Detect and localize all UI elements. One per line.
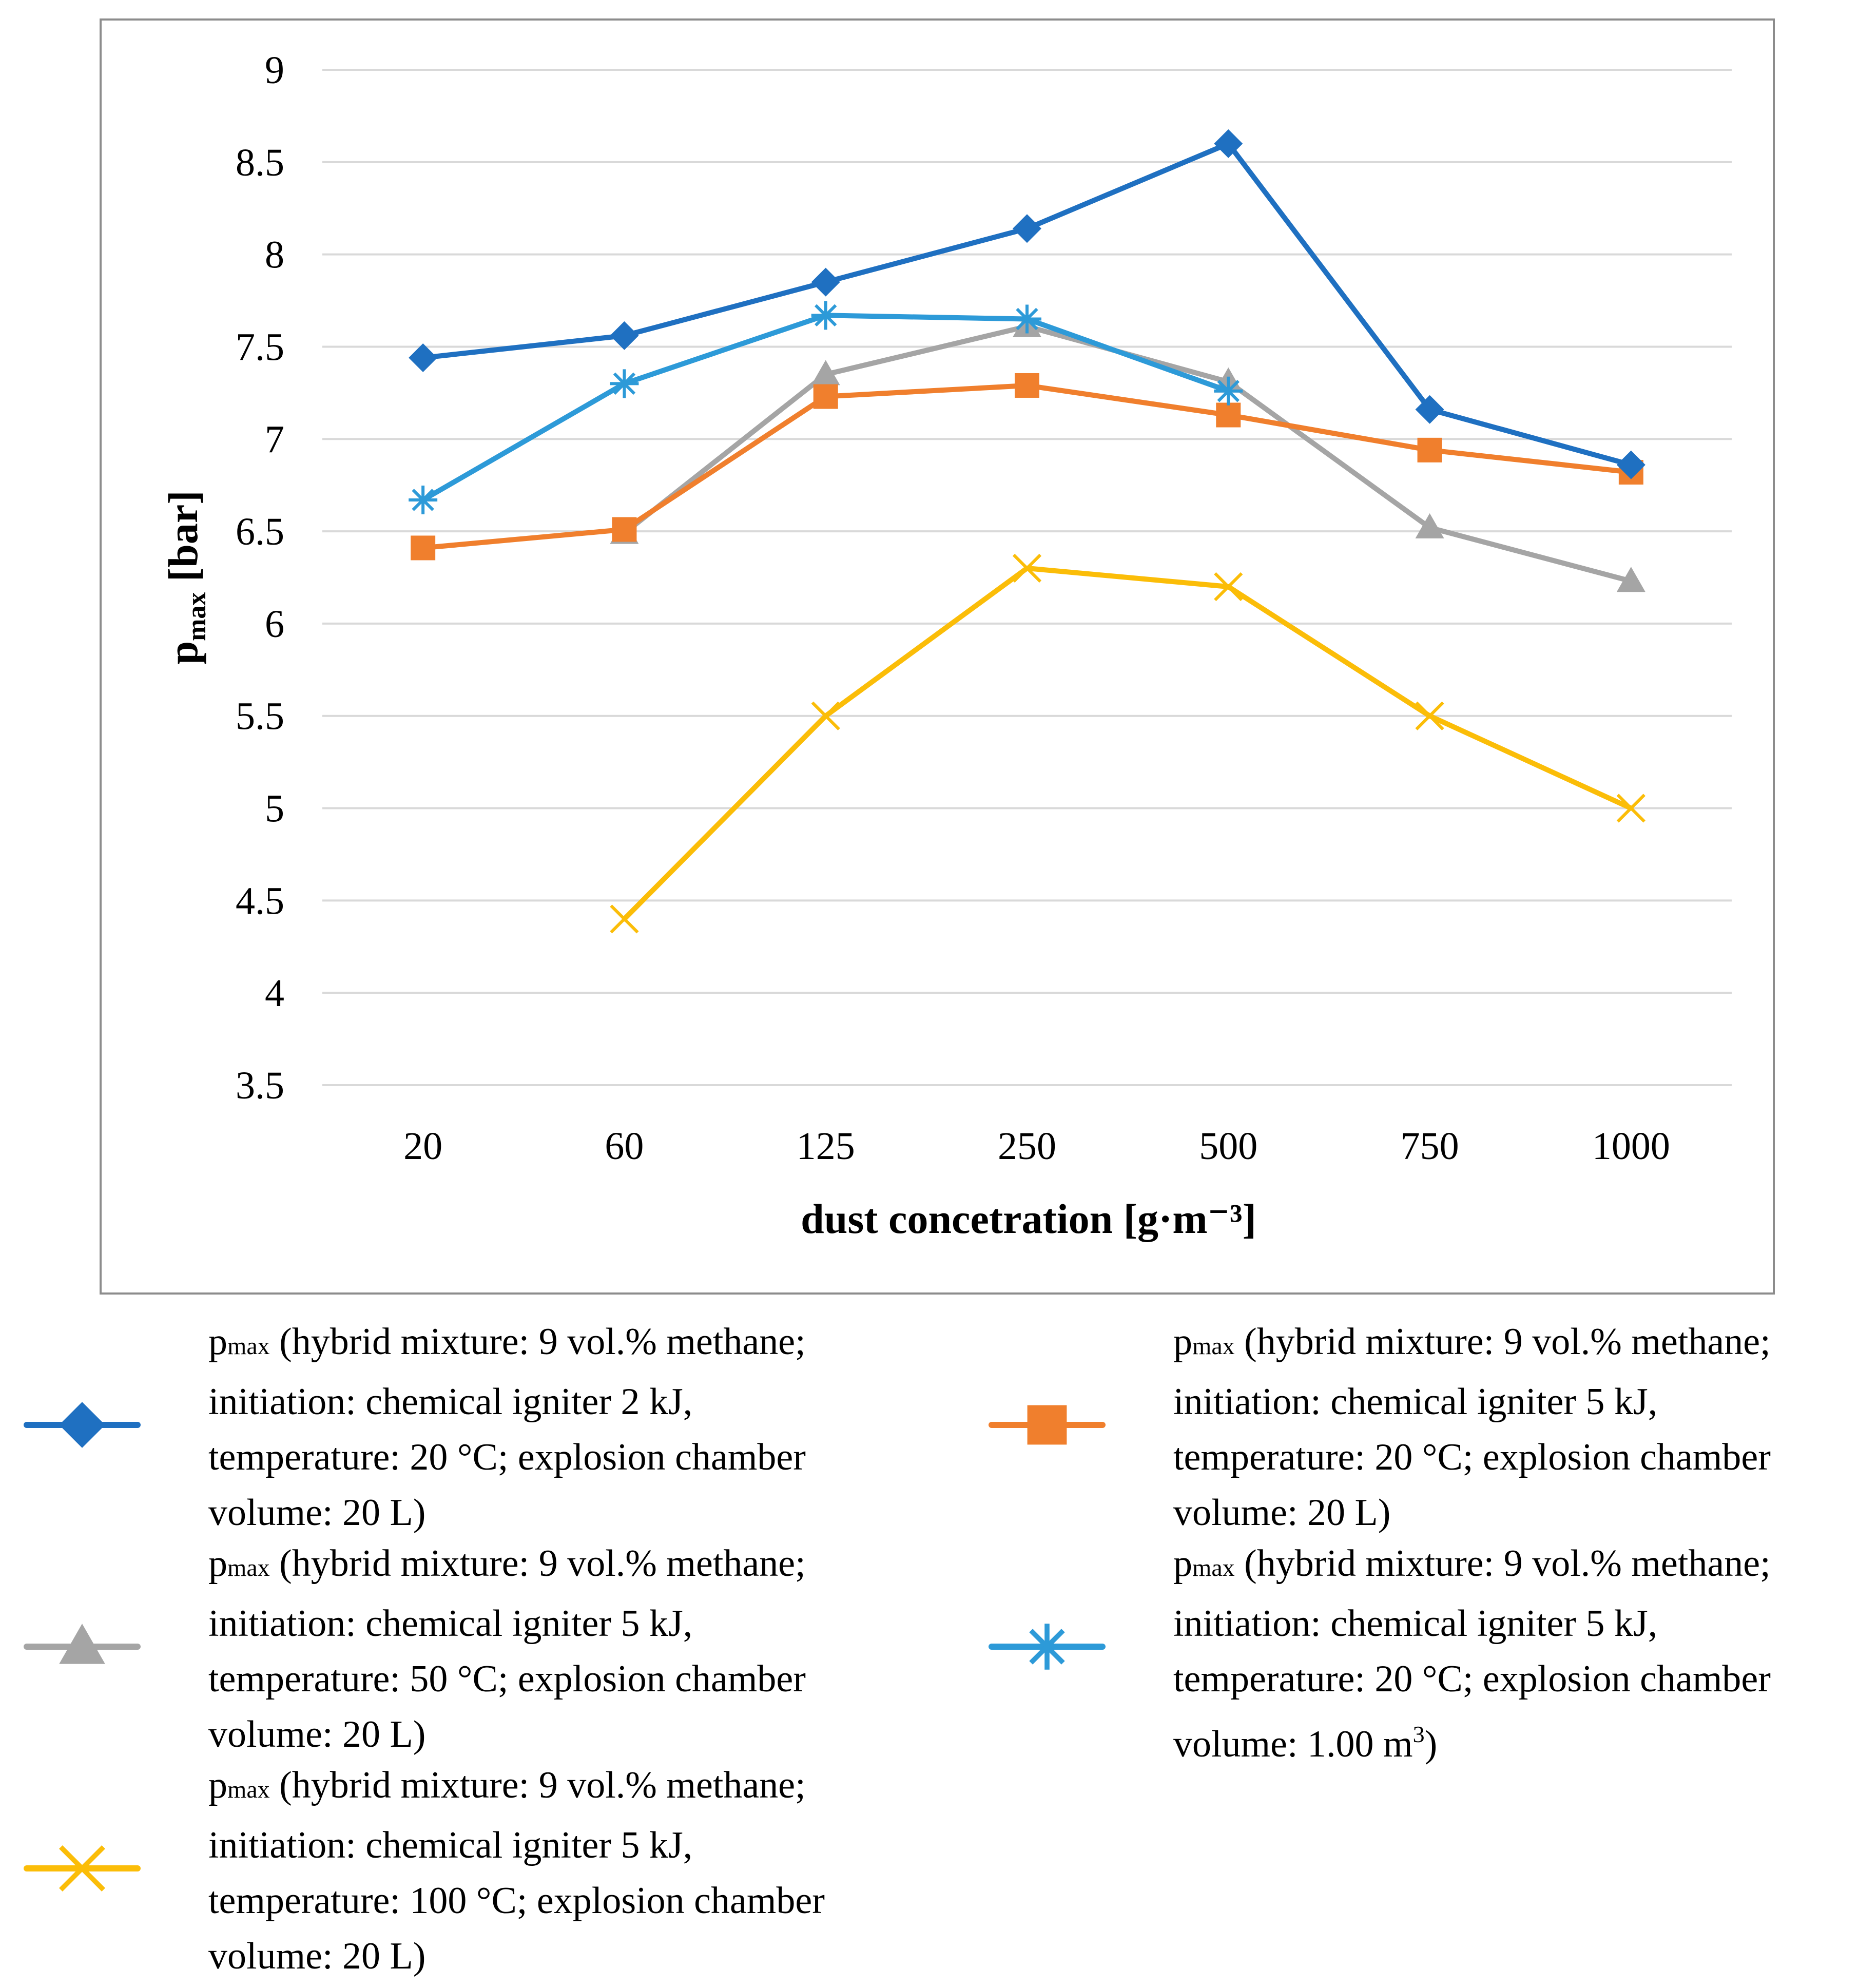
x-stroke [811,701,840,730]
legend-label: pmax (hybrid mixture: 9 vol.% methane; i… [1173,1542,1771,1765]
y-tick-label: 9 [265,49,284,92]
diamond-marker [610,321,639,350]
x-marker [59,1845,105,1892]
asterisk-marker [811,301,840,330]
x-tick-label: 20 [403,1125,442,1168]
x-tick-label: 250 [998,1125,1056,1168]
x-tick-labels: 20 60 125 250 500 750 1000 [403,1125,1670,1168]
y-tick-label: 5 [265,787,284,831]
diamond-marker [1013,214,1041,243]
diamond-marker [59,1402,105,1448]
legend-label: pmax (hybrid mixture: 9 vol.% methane; i… [208,1321,806,1534]
x-axis-title: dust concetration [g·m⁻³] [801,1195,1256,1242]
square-marker [1216,402,1241,428]
series-0 [409,129,1645,479]
square-marker [1027,1405,1067,1445]
legend-marker [989,1405,1106,1445]
series-4 [610,553,1645,934]
y-axis-title-sub: max [182,592,211,641]
asterisk-marker [610,369,639,398]
triangle-marker [59,1624,105,1664]
diamond-marker [1616,450,1645,479]
y-tick-label: 6.5 [236,510,284,553]
chart-svg: 3.5 4 4.5 5 5.5 6 6.5 7 7.5 8 8.5 9 20 60 125 250 500 75… [160,49,1732,1242]
diamond-marker [1214,129,1243,158]
y-tick-label: 8.5 [236,141,284,184]
x-stroke [1616,794,1645,823]
legend-label: pmax (hybrid mixture: 9 vol.% methane; i… [1173,1321,1771,1534]
x-stroke [59,1845,105,1892]
y-tick-labels: 3.5 4 4.5 5 5.5 6 6.5 7 7.5 8 8.5 9 [236,49,284,1107]
diamond-marker [811,267,840,297]
square-marker [411,535,436,561]
legend-label: pmax (hybrid mixture: 9 vol.% methane; i… [208,1542,806,1755]
legend-label: pmax (hybrid mixture: 9 vol.% methane; i… [208,1764,825,1977]
square-marker [1417,437,1442,462]
diamond-marker [409,343,438,373]
chart-frame: 3.5 4 4.5 5 5.5 6 6.5 7 7.5 8 8.5 9 20 60 125 250 500 75… [100,18,1775,1295]
x-marker [811,701,840,730]
x-marker [1012,553,1042,583]
y-axis-title: pmax [bar] [160,490,211,664]
legend-marker [24,1845,141,1892]
asterisk-marker [1013,304,1041,334]
triangle-marker [1616,567,1645,592]
square-marker [1015,373,1039,398]
triangle-marker [1415,513,1444,538]
x-tick-label: 60 [605,1125,644,1168]
square-marker [612,517,637,542]
diamond-marker [1415,395,1444,424]
series-layer [409,129,1645,934]
series-1 [411,373,1643,561]
legend-marker [989,1624,1106,1670]
x-marker [610,904,639,934]
y-axis-title-tail: [bar] [160,490,206,592]
series-line [420,382,1634,551]
y-tick-label: 3.5 [236,1064,284,1107]
y-tick-label: 4 [265,972,284,1015]
x-marker [1214,572,1243,602]
y-tick-label: 7 [265,418,284,461]
asterisk-marker [1024,1624,1070,1670]
legend: pmax (hybrid mixture: 9 vol.% methane; i… [0,1314,1859,1981]
triangle-marker [811,360,840,385]
legend-marker [24,1624,141,1664]
x-tick-label: 750 [1401,1125,1459,1168]
y-axis-title-main: p [160,641,206,665]
x-tick-label: 1000 [1592,1125,1670,1168]
grid-layer [322,69,1732,1086]
series-line [622,566,1634,922]
legend-marker [24,1402,141,1448]
x-stroke [1012,553,1042,583]
asterisk-marker [1214,376,1243,406]
x-marker [1616,794,1645,823]
y-tick-label: 6 [265,603,284,646]
series-3 [409,301,1243,514]
x-stroke [1415,701,1444,730]
x-stroke [610,904,639,934]
x-tick-label: 125 [797,1125,855,1168]
square-marker [813,384,838,409]
asterisk-marker [409,485,438,514]
y-tick-label: 5.5 [236,695,284,738]
y-tick-label: 7.5 [236,325,284,369]
y-tick-label: 4.5 [236,879,284,922]
series-line [420,141,1634,468]
x-tick-label: 500 [1199,1125,1257,1168]
y-tick-label: 8 [265,234,284,277]
x-marker [1415,701,1444,730]
x-stroke [1214,572,1243,602]
